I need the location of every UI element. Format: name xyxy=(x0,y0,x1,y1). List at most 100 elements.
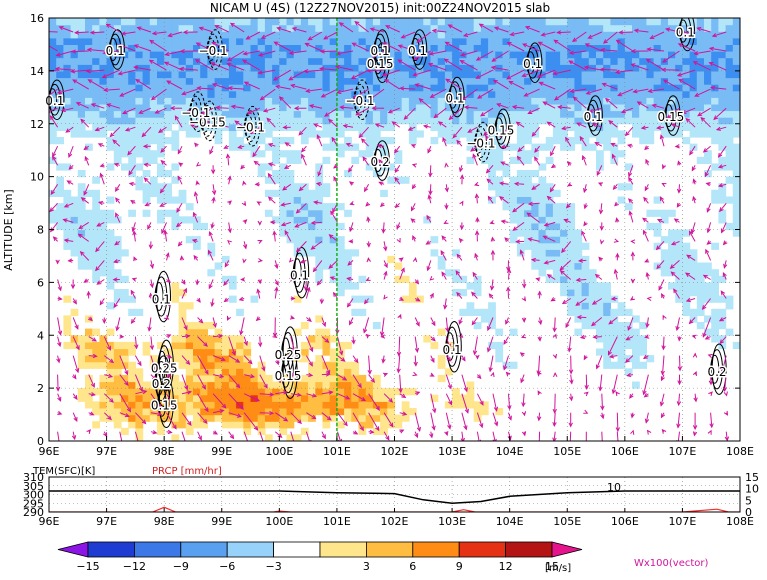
shade-cell xyxy=(294,216,302,223)
shade-cell xyxy=(560,282,568,289)
shade-cell xyxy=(78,263,86,270)
shade-cell xyxy=(243,421,251,428)
shade-cell xyxy=(229,415,237,422)
shade-cell xyxy=(344,117,352,124)
shade-cell xyxy=(337,150,345,157)
shade-cell xyxy=(56,38,64,45)
shade-cell xyxy=(618,51,626,58)
shade-cell xyxy=(301,117,309,124)
shade-cell xyxy=(697,31,705,38)
shade-cell xyxy=(675,269,683,276)
shade-cell xyxy=(596,349,604,356)
shade-cell xyxy=(582,309,590,316)
shade-cell xyxy=(690,144,698,151)
shade-cell xyxy=(351,31,359,38)
shade-cell xyxy=(308,117,316,124)
shade-cell xyxy=(452,31,460,38)
shade-cell xyxy=(431,84,439,91)
shade-cell xyxy=(589,282,597,289)
shade-cell xyxy=(49,38,57,45)
shade-cell xyxy=(524,84,532,91)
shade-cell xyxy=(179,124,187,131)
shade-cell xyxy=(682,124,690,131)
shade-cell xyxy=(733,197,741,204)
shade-cell xyxy=(85,51,93,58)
shade-cell xyxy=(618,84,626,91)
shade-cell xyxy=(495,190,503,197)
shade-cell xyxy=(359,38,367,45)
shade-cell xyxy=(726,302,734,309)
shade-cell xyxy=(323,144,331,151)
shade-cell xyxy=(78,51,86,58)
shade-cell xyxy=(323,382,331,389)
shade-cell xyxy=(574,130,582,137)
shade-cell xyxy=(114,415,122,422)
shade-cell xyxy=(574,289,582,296)
shade-cell xyxy=(711,197,719,204)
shade-cell xyxy=(359,84,367,91)
shade-cell xyxy=(143,382,151,389)
shade-cell xyxy=(236,97,244,104)
shade-cell xyxy=(510,144,518,151)
shade-cell xyxy=(467,78,475,85)
shade-cell xyxy=(229,368,237,375)
shade-cell xyxy=(380,117,388,124)
shade-cell xyxy=(402,25,410,32)
shade-cell xyxy=(359,375,367,382)
shade-cell xyxy=(589,51,597,58)
shade-cell xyxy=(251,401,259,408)
shade-cell xyxy=(78,355,86,362)
shade-cell xyxy=(639,71,647,78)
shade-cell xyxy=(222,256,230,263)
shade-cell xyxy=(135,150,143,157)
shade-cell xyxy=(121,104,129,111)
shade-cell xyxy=(344,388,352,395)
shade-cell xyxy=(366,296,374,303)
shade-cell xyxy=(99,375,107,382)
shade-cell xyxy=(510,97,518,104)
shade-cell xyxy=(380,84,388,91)
shade-cell xyxy=(387,415,395,422)
shade-cell xyxy=(546,249,554,256)
shade-cell xyxy=(574,263,582,270)
wind-vector-head xyxy=(197,162,201,166)
shade-cell xyxy=(560,130,568,137)
wind-vector-head xyxy=(631,296,635,300)
shade-cell xyxy=(215,263,223,270)
shade-cell xyxy=(560,256,568,263)
shade-cell xyxy=(114,91,122,98)
shade-cell xyxy=(517,97,525,104)
shade-cell xyxy=(258,415,266,422)
shade-cell xyxy=(294,111,302,118)
shade-cell xyxy=(157,428,165,435)
shade-cell xyxy=(351,58,359,65)
shade-cell xyxy=(387,31,395,38)
shade-cell xyxy=(71,58,79,65)
shade-cell xyxy=(150,51,158,58)
shade-cell xyxy=(481,64,489,71)
shade-cell xyxy=(711,130,719,137)
shade-cell xyxy=(107,256,115,263)
shade-cell xyxy=(553,190,561,197)
shade-cell xyxy=(682,263,690,270)
shade-cell xyxy=(294,296,302,303)
shade-cell xyxy=(503,170,511,177)
shade-cell xyxy=(380,104,388,111)
shade-cell xyxy=(553,25,561,32)
shade-cell xyxy=(114,117,122,124)
shade-cell xyxy=(121,144,129,151)
shade-cell xyxy=(589,276,597,283)
shade-cell xyxy=(625,18,633,25)
shade-cell xyxy=(567,216,575,223)
shade-cell xyxy=(539,144,547,151)
shade-cell xyxy=(582,263,590,270)
shade-cell xyxy=(63,296,71,303)
shade-cell xyxy=(438,71,446,78)
shade-cell xyxy=(373,130,381,137)
shade-cell xyxy=(387,177,395,184)
shade-cell xyxy=(639,137,647,144)
shade-cell xyxy=(71,223,79,230)
shade-cell xyxy=(711,243,719,250)
shade-cell xyxy=(337,249,345,256)
